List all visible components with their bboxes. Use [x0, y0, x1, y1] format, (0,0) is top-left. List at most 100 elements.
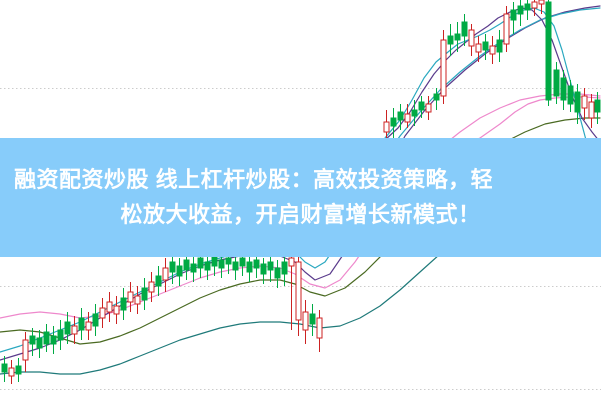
- candle-upper-28: [581, 88, 588, 120]
- candle-upper-13: [475, 36, 482, 62]
- candle-lower-39: [274, 260, 281, 288]
- candle-body: [274, 267, 281, 279]
- candle-upper-22: [538, 0, 545, 14]
- candle-lower-7: [50, 326, 57, 354]
- candle-body: [447, 35, 454, 45]
- candle-upper-29: [588, 94, 595, 128]
- candle-body: [404, 113, 411, 123]
- candle-upper-3: [404, 104, 411, 128]
- candle-lower-43: [302, 300, 309, 344]
- candle-upper-8: [440, 30, 447, 104]
- candle-body: [204, 261, 211, 271]
- candle-body: [239, 257, 246, 267]
- candle-upper-25: [560, 70, 567, 110]
- candle-body: [36, 337, 43, 349]
- candle-body: [411, 109, 418, 117]
- candle-lower-4: [29, 328, 36, 356]
- candle-body: [106, 301, 113, 313]
- candle-lower-1: [8, 360, 15, 384]
- candle-upper-23: [545, 0, 552, 106]
- candle-body: [134, 295, 141, 305]
- candle-body: [232, 261, 239, 271]
- candle-body: [560, 77, 567, 101]
- candle-body: [496, 39, 503, 53]
- candle-body: [85, 321, 92, 331]
- candle-upper-18: [510, 2, 517, 34]
- candle-body: [218, 259, 225, 269]
- candle-body: [57, 329, 64, 341]
- candle-body: [162, 267, 169, 281]
- candle-lower-8: [57, 320, 64, 350]
- candle-body: [22, 339, 29, 361]
- candle-body: [225, 257, 232, 265]
- candle-lower-10: [71, 316, 78, 344]
- candle-lower-18: [127, 282, 134, 312]
- candle-lower-38: [267, 254, 274, 282]
- candle-upper-20: [524, 0, 531, 20]
- candle-upper-10: [454, 22, 461, 52]
- banner-headline-line-2: 松放大收益，开启财富增长新模式！: [120, 201, 481, 227]
- candle-body: [78, 317, 85, 331]
- candle-body: [468, 29, 475, 47]
- candle-upper-12: [468, 24, 475, 56]
- candle-lower-5: [36, 330, 43, 358]
- banner-headline-line-1: 融资配资炒股 线上杠杆炒股：高效投资策略，轻: [14, 167, 494, 193]
- candle-body: [113, 305, 120, 315]
- candle-body: [454, 33, 461, 41]
- candle-body: [183, 259, 190, 271]
- candle-body: [397, 111, 404, 121]
- candle-body: [567, 85, 574, 105]
- candle-lower-14: [99, 298, 106, 328]
- candle-lower-37: [260, 258, 267, 284]
- candle-body: [1, 363, 8, 373]
- candle-upper-11: [461, 14, 468, 46]
- candle-body: [169, 261, 176, 273]
- candle-lower-2: [15, 358, 22, 382]
- candle-body: [440, 39, 447, 97]
- candle-body: [594, 99, 601, 113]
- candle-upper-7: [433, 88, 440, 110]
- candle-body: [383, 121, 390, 133]
- candle-body: [553, 69, 560, 97]
- candle-body: [190, 263, 197, 273]
- candle-lower-20: [141, 278, 148, 310]
- candle-body: [29, 335, 36, 345]
- candle-lower-40: [281, 256, 288, 286]
- candle-lower-45: [316, 310, 323, 352]
- candle-body: [15, 365, 22, 375]
- candle-body: [433, 93, 440, 101]
- candle-lower-17: [120, 288, 127, 320]
- candle-body: [211, 255, 218, 267]
- candle-body: [581, 95, 588, 109]
- candle-body: [127, 291, 134, 303]
- candle-body: [43, 331, 50, 345]
- candle-lower-12: [85, 312, 92, 340]
- candle-body: [260, 263, 267, 275]
- candle-body: [197, 257, 204, 269]
- candle-body: [482, 41, 489, 51]
- candle-body: [246, 261, 253, 273]
- candle-lower-41: [288, 250, 295, 330]
- candle-body: [316, 317, 323, 339]
- candle-body: [461, 21, 468, 37]
- candle-body: [120, 297, 127, 311]
- candle-lower-0: [1, 356, 8, 382]
- candle-lower-24: [169, 252, 176, 284]
- candle-upper-15: [489, 36, 496, 64]
- candle-body: [545, 1, 552, 101]
- candle-body: [148, 281, 155, 293]
- candle-upper-17: [503, 6, 510, 52]
- candle-body: [50, 335, 57, 345]
- candle-body: [588, 101, 595, 119]
- candle-upper-5: [418, 96, 425, 118]
- candle-lower-13: [92, 304, 99, 336]
- candle-upper-27: [574, 84, 581, 124]
- candle-body: [510, 9, 517, 21]
- candle-upper-26: [567, 80, 574, 112]
- candle-upper-1: [390, 108, 397, 138]
- candle-upper-16: [496, 30, 503, 62]
- candle-upper-4: [411, 100, 418, 126]
- candle-lower-25: [176, 258, 183, 286]
- candle-lower-42: [295, 256, 302, 336]
